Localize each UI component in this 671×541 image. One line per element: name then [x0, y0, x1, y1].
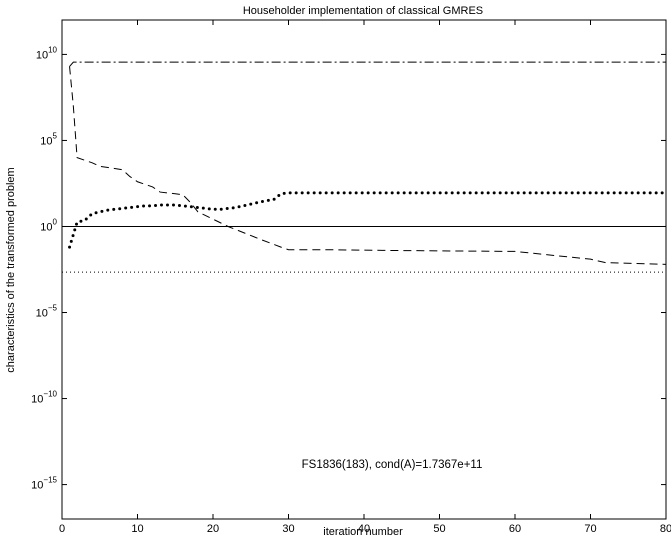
y-tick-base: 10	[40, 221, 52, 233]
x-tick-label: 0	[59, 523, 65, 535]
series-line-dashed	[69, 66, 667, 265]
y-tick-base: 10	[40, 135, 52, 147]
series-line-dotted-thick	[68, 191, 668, 249]
chart-annotation: FS1836(183), cond(A)=1.7367e+11	[302, 459, 483, 471]
y-tick-label: 10−10	[31, 390, 57, 406]
x-tick-label: 20	[207, 523, 219, 535]
y-tick-exponent: −5	[48, 304, 58, 313]
y-tick-label: 10−15	[31, 476, 57, 492]
series-line-dashdot	[69, 61, 666, 67]
x-axis-label: iteration number	[323, 526, 403, 538]
y-tick-label: 100	[40, 217, 57, 233]
y-tick-label: 1010	[36, 45, 58, 61]
chart-title: Householder implementation of classical …	[243, 5, 483, 17]
data-series	[62, 61, 668, 273]
y-tick-exponent: 5	[53, 131, 58, 140]
y-tick-exponent: 0	[53, 217, 58, 226]
x-tick-label: 80	[660, 523, 671, 535]
y-tick-base: 10	[36, 308, 48, 320]
y-tick-base: 10	[36, 49, 48, 61]
y-tick-exponent: −15	[43, 476, 57, 485]
x-tick-label: 60	[509, 523, 521, 535]
x-tick-label: 40	[358, 523, 370, 535]
x-tick-label: 10	[131, 523, 143, 535]
x-tick-label: 50	[433, 523, 445, 535]
y-tick-label: 10−5	[36, 304, 58, 320]
x-tick-label: 30	[282, 523, 294, 535]
x-axis-ticks: 0 10 20 30 40 50 60 70 80	[59, 20, 671, 535]
y-tick-exponent: 10	[48, 45, 57, 54]
y-axis-label: characteristics of the transformed probl…	[5, 167, 17, 372]
y-tick-exponent: −10	[43, 390, 57, 399]
plot-area-frame	[61, 19, 667, 520]
x-tick-label: 70	[584, 523, 596, 535]
y-tick-label: 105	[40, 131, 57, 147]
y-tick-base: 10	[31, 480, 43, 492]
y-tick-base: 10	[31, 394, 43, 406]
